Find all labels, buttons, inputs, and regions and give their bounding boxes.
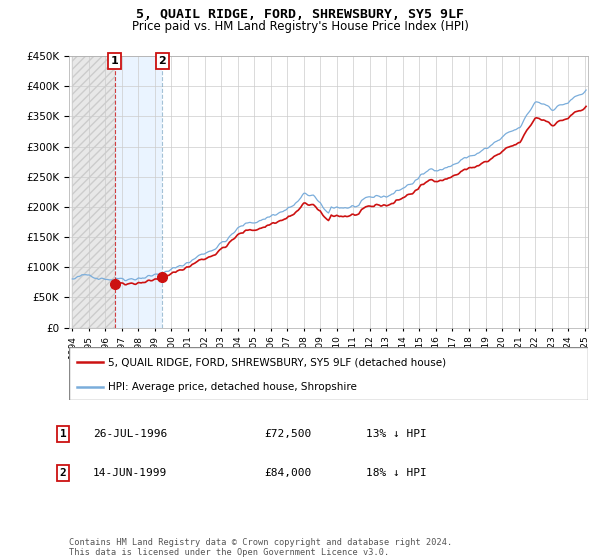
Bar <box>115 56 163 328</box>
Text: 26-JUL-1996: 26-JUL-1996 <box>93 429 167 439</box>
Text: HPI: Average price, detached house, Shropshire: HPI: Average price, detached house, Shro… <box>108 382 357 392</box>
Text: 5, QUAIL RIDGE, FORD, SHREWSBURY, SY5 9LF: 5, QUAIL RIDGE, FORD, SHREWSBURY, SY5 9L… <box>136 8 464 21</box>
Text: 2: 2 <box>59 468 67 478</box>
Text: £84,000: £84,000 <box>264 468 311 478</box>
Text: Price paid vs. HM Land Registry's House Price Index (HPI): Price paid vs. HM Land Registry's House … <box>131 20 469 32</box>
Text: 1: 1 <box>111 56 119 66</box>
Bar <box>73 56 115 328</box>
Text: 2: 2 <box>158 56 166 66</box>
Text: 5, QUAIL RIDGE, FORD, SHREWSBURY, SY5 9LF (detached house): 5, QUAIL RIDGE, FORD, SHREWSBURY, SY5 9L… <box>108 357 446 367</box>
Text: 14-JUN-1999: 14-JUN-1999 <box>93 468 167 478</box>
Text: Contains HM Land Registry data © Crown copyright and database right 2024.
This d: Contains HM Land Registry data © Crown c… <box>69 538 452 557</box>
Text: 18% ↓ HPI: 18% ↓ HPI <box>366 468 427 478</box>
Text: £72,500: £72,500 <box>264 429 311 439</box>
Text: 1: 1 <box>59 429 67 439</box>
Text: 13% ↓ HPI: 13% ↓ HPI <box>366 429 427 439</box>
